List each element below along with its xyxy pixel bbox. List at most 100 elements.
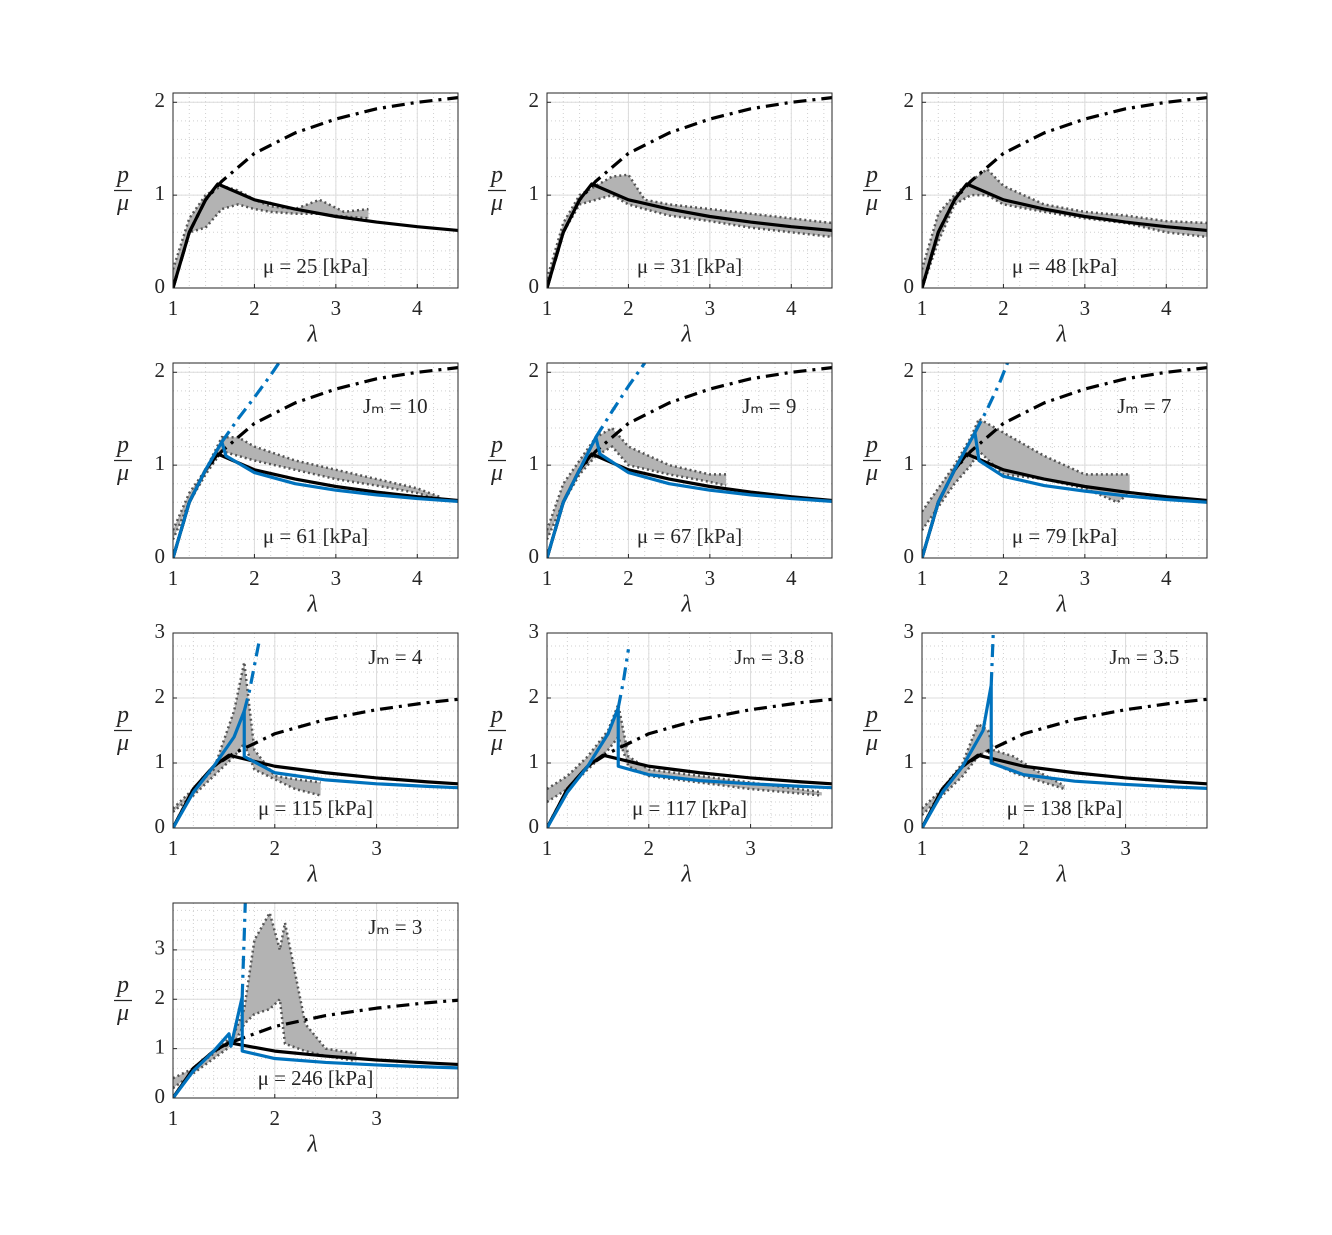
y-tick-label: 2 <box>529 88 540 112</box>
y-axis-label-numerator: p <box>864 432 878 458</box>
y-tick-label: 3 <box>155 619 166 643</box>
x-tick-label: 2 <box>270 1106 281 1130</box>
axes-box <box>172 92 459 289</box>
band-edge <box>173 741 321 813</box>
x-axis-label: λ <box>1055 322 1066 348</box>
mu-annotation: μ = 115 [kPa] <box>258 796 373 820</box>
y-tick-label: 2 <box>529 684 540 708</box>
x-axis-label: λ <box>306 322 317 348</box>
y-tick-label: 0 <box>155 1084 166 1108</box>
data-layer <box>173 363 458 558</box>
x-tick-label: 3 <box>371 836 382 860</box>
y-axis-label-denominator: μ <box>865 730 878 756</box>
curve <box>922 431 1207 558</box>
band-edge <box>547 193 832 288</box>
y-tick-label: 2 <box>155 985 166 1009</box>
band-edge <box>922 449 1131 531</box>
x-tick-label: 1 <box>168 836 179 860</box>
band <box>173 912 357 1089</box>
y-axis-label-numerator: p <box>115 162 129 188</box>
curve <box>922 697 1207 828</box>
data-layer <box>173 639 458 828</box>
data-layer <box>173 96 458 288</box>
axes-box <box>172 902 459 1099</box>
axes-box <box>546 362 833 559</box>
mu-annotation: μ = 48 [kPa] <box>1012 254 1117 278</box>
y-axis-label-numerator: p <box>864 162 878 188</box>
jm-annotation: Jₘ = 3 <box>368 915 422 939</box>
axes-box <box>921 362 1208 559</box>
y-tick-label: 0 <box>904 274 915 298</box>
axes-box <box>172 632 459 829</box>
y-axis-label-numerator: p <box>115 972 129 998</box>
jm-annotation: Jₘ = 10 <box>363 394 428 418</box>
y-axis-label-denominator: μ <box>116 190 129 216</box>
curve <box>220 363 281 443</box>
band-edge <box>547 426 727 531</box>
y-tick-label: 2 <box>155 684 166 708</box>
jm-annotation: Jₘ = 7 <box>1117 394 1171 418</box>
x-tick-label: 4 <box>786 566 797 590</box>
y-tick-label: 0 <box>529 814 540 838</box>
x-tick-label: 1 <box>542 836 553 860</box>
x-tick-label: 1 <box>168 1106 179 1130</box>
jm-annotation: Jₘ = 3.5 <box>1109 645 1179 669</box>
jm-annotation: Jₘ = 9 <box>742 394 796 418</box>
y-axis-label-denominator: μ <box>865 190 878 216</box>
y-axis-label-denominator: μ <box>865 460 878 486</box>
x-tick-label: 1 <box>542 296 553 320</box>
data-layer <box>547 649 832 828</box>
mu-annotation: μ = 117 [kPa] <box>632 796 747 820</box>
x-tick-label: 3 <box>371 1106 382 1130</box>
axes-box <box>546 92 833 289</box>
y-tick-label: 1 <box>904 181 915 205</box>
x-tick-label: 3 <box>745 836 756 860</box>
band <box>173 185 369 288</box>
curve <box>547 435 832 558</box>
x-axis-label: λ <box>306 862 317 888</box>
y-tick-label: 0 <box>529 274 540 298</box>
band <box>547 704 822 802</box>
data-layer <box>922 633 1207 828</box>
x-axis-label: λ <box>680 592 691 618</box>
x-tick-label: 1 <box>917 836 928 860</box>
axes-box <box>172 362 459 559</box>
x-tick-label: 2 <box>249 296 260 320</box>
y-tick-label: 2 <box>155 358 166 382</box>
band-edge <box>922 193 1207 288</box>
y-tick-label: 0 <box>155 274 166 298</box>
y-tick-label: 1 <box>155 451 166 475</box>
mu-annotation: μ = 25 [kPa] <box>263 254 368 278</box>
x-tick-label: 4 <box>1161 296 1172 320</box>
y-axis-label-denominator: μ <box>490 460 503 486</box>
axes-box <box>921 632 1208 829</box>
y-axis-label-numerator: p <box>489 702 503 728</box>
curve <box>173 440 458 558</box>
curve <box>173 709 458 828</box>
band-edge <box>922 416 1130 513</box>
y-axis-label-denominator: μ <box>490 730 503 756</box>
curve <box>922 683 1207 828</box>
x-tick-label: 3 <box>331 296 342 320</box>
x-tick-label: 2 <box>644 836 655 860</box>
y-tick-label: 1 <box>904 451 915 475</box>
y-tick-label: 0 <box>155 544 166 568</box>
x-axis-label: λ <box>306 1132 317 1158</box>
x-tick-label: 2 <box>623 566 634 590</box>
x-tick-label: 3 <box>331 566 342 590</box>
x-tick-label: 3 <box>1120 836 1131 860</box>
curve <box>973 363 1009 434</box>
y-tick-label: 2 <box>904 88 915 112</box>
curve <box>173 995 458 1098</box>
x-tick-label: 1 <box>168 566 179 590</box>
curve <box>242 639 262 712</box>
curve <box>547 697 832 828</box>
